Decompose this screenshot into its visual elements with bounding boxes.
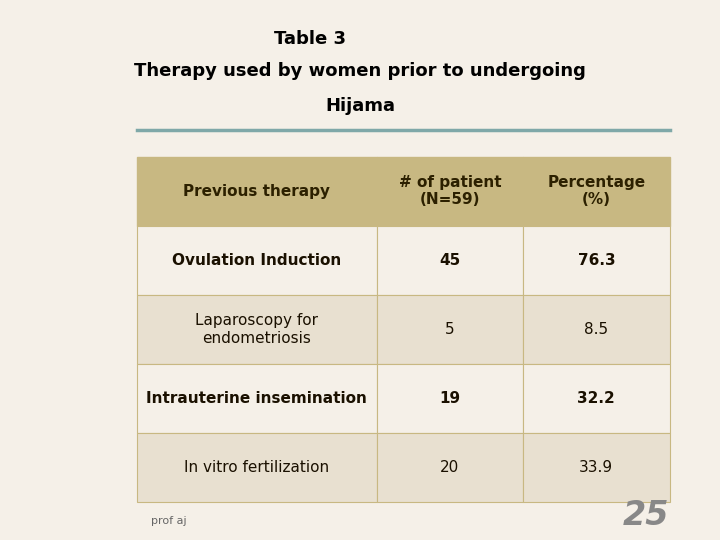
Text: In vitro fertilization: In vitro fertilization <box>184 460 329 475</box>
Text: Percentage
(%): Percentage (%) <box>547 175 645 207</box>
Text: 33.9: 33.9 <box>580 460 613 475</box>
Bar <box>377 226 523 295</box>
Bar <box>523 295 670 364</box>
Bar <box>137 295 377 364</box>
Text: 5: 5 <box>445 322 454 337</box>
Text: Laparoscopy for
endometriosis: Laparoscopy for endometriosis <box>195 313 318 346</box>
Bar <box>137 433 377 502</box>
Text: 20: 20 <box>440 460 459 475</box>
Bar <box>377 433 523 502</box>
Bar <box>523 433 670 502</box>
Bar <box>523 226 670 295</box>
Text: prof aj: prof aj <box>151 516 186 526</box>
Text: Ovulation Induction: Ovulation Induction <box>172 253 341 268</box>
Text: Table 3: Table 3 <box>274 30 346 48</box>
Bar <box>523 364 670 433</box>
Bar <box>377 364 523 433</box>
Bar <box>137 364 377 433</box>
Bar <box>137 226 377 295</box>
Text: Hijama: Hijama <box>325 97 395 115</box>
Text: Previous therapy: Previous therapy <box>183 184 330 199</box>
Text: Intrauterine insemination: Intrauterine insemination <box>146 391 367 406</box>
Bar <box>377 295 523 364</box>
Bar <box>523 157 670 226</box>
Text: 32.2: 32.2 <box>577 391 615 406</box>
Text: 76.3: 76.3 <box>577 253 615 268</box>
Text: Therapy used by women prior to undergoing: Therapy used by women prior to undergoin… <box>134 62 586 80</box>
Text: 25: 25 <box>623 499 670 532</box>
Bar <box>137 157 377 226</box>
Text: 45: 45 <box>439 253 461 268</box>
Bar <box>377 157 523 226</box>
Text: 8.5: 8.5 <box>584 322 608 337</box>
Text: # of patient
(N=59): # of patient (N=59) <box>398 175 501 207</box>
Text: 19: 19 <box>439 391 460 406</box>
